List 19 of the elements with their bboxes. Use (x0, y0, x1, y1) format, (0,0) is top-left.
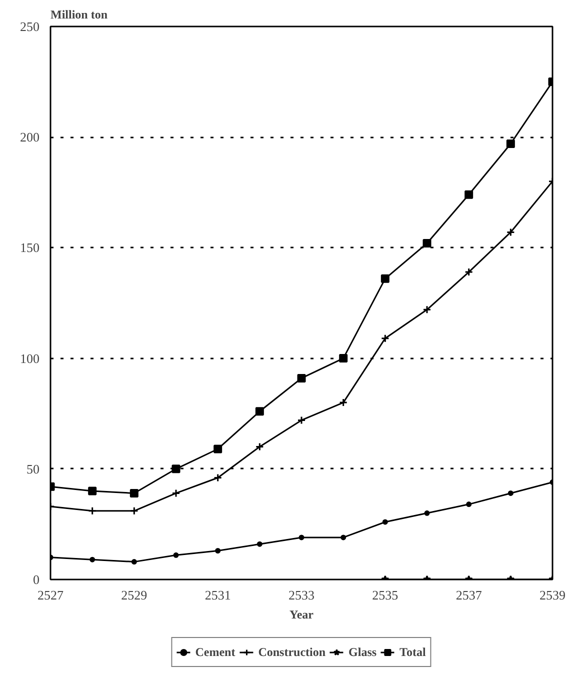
x-tick-label: 2539 (540, 588, 566, 602)
y-tick-label: 50 (26, 461, 40, 476)
legend-label: Glass (348, 644, 377, 660)
legend-label: Total (400, 644, 426, 660)
x-tick-label: 2529 (121, 588, 148, 602)
y-tick-label: 250 (20, 19, 40, 34)
x-axis-title: Year (290, 608, 314, 622)
x-tick-label: 2535 (372, 588, 398, 602)
legend-label: Cement (195, 644, 236, 660)
y-tick-label: 100 (20, 350, 40, 366)
x-tick-label: 2527 (38, 588, 64, 602)
y-axis-title: Million ton (50, 8, 108, 22)
legend-label: Construction (258, 644, 326, 660)
y-tick-label: 0 (33, 572, 40, 587)
x-tick-label: 2533 (288, 588, 314, 602)
y-tick-label: 150 (20, 240, 40, 256)
x-tick-label: 2537 (456, 588, 482, 602)
x-tick-label: 2531 (204, 588, 231, 602)
y-tick-label: 200 (20, 130, 40, 145)
